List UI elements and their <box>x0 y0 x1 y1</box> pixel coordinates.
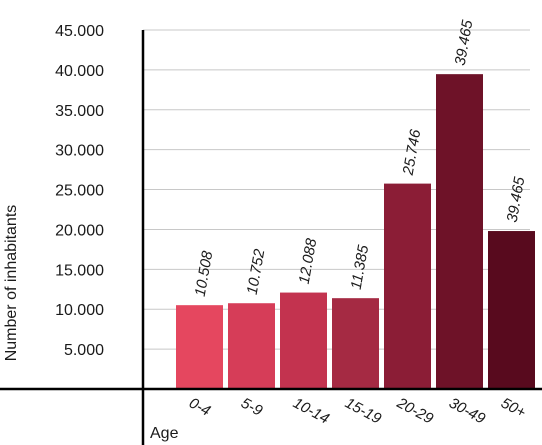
y-tick-label: 25.000 <box>55 183 104 200</box>
y-tick-labels: 5.000 10.000 15.000 20.000 25.000 30.000 35.00… <box>55 23 104 359</box>
data-labels: 10.508 10.752 12.088 11.385 25.746 39.465 39.4… <box>192 18 529 298</box>
x-tick-label: 30-49 <box>446 395 488 428</box>
y-tick-label: 5.000 <box>64 342 104 359</box>
bars <box>176 74 535 390</box>
y-tick-label: 30.000 <box>55 143 104 160</box>
data-label: 25.746 <box>400 128 425 178</box>
x-tick-labels: 0-4 5-9 10-14 15-19 20-29 30-49 50+ <box>186 394 529 428</box>
x-tick-label: 15-19 <box>342 395 384 428</box>
y-tick-label: 35.000 <box>55 103 104 120</box>
y-tick-label: 40.000 <box>55 63 104 80</box>
bar-5-9 <box>228 303 275 389</box>
y-tick-label: 45.000 <box>55 23 104 40</box>
bar-10-14 <box>280 292 327 389</box>
data-label: 10.752 <box>244 247 269 296</box>
x-axis-title: Age <box>150 425 179 442</box>
data-label: 39.465 <box>452 18 477 67</box>
bar-30-49 <box>436 74 483 390</box>
x-tick-label: 5-9 <box>238 395 266 420</box>
data-label: 10.508 <box>192 249 217 298</box>
bar-50+ <box>488 231 535 389</box>
x-tick-label: 10-14 <box>290 395 332 428</box>
y-axis-title: Number of inhabitants <box>3 205 20 362</box>
y-tick-label: 20.000 <box>55 222 104 239</box>
x-tick-label: 20-29 <box>393 394 436 428</box>
data-label: 11.385 <box>348 243 373 291</box>
x-tick-label: 50+ <box>498 395 529 422</box>
data-label: 39.465 <box>504 175 529 224</box>
bar-15-19 <box>332 298 379 389</box>
x-tick-label: 0-4 <box>186 395 213 420</box>
y-tick-label: 10.000 <box>55 302 104 319</box>
bar-0-4 <box>176 305 223 389</box>
y-tick-label: 15.000 <box>55 262 104 279</box>
bar-20-29 <box>384 183 431 389</box>
data-label: 12.088 <box>296 236 321 285</box>
